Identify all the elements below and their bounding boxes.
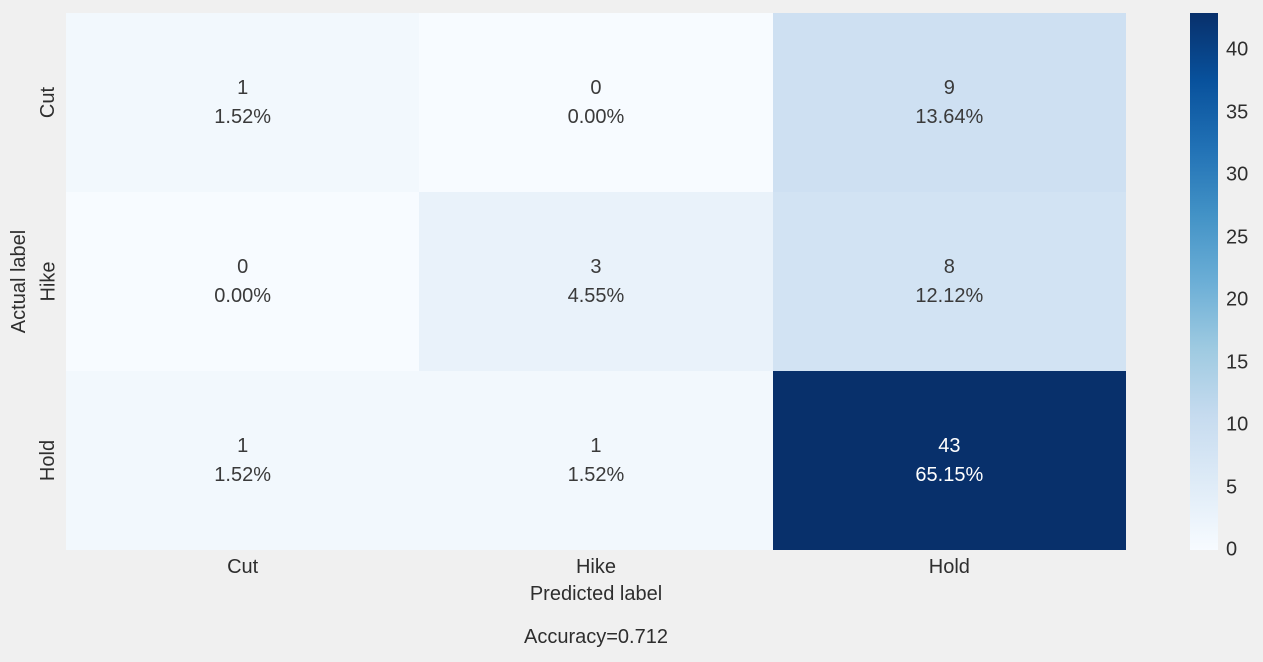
heatmap-cell-r0c0: 1 1.52% [66,13,420,192]
y-axis-label-text: Actual label [8,229,31,334]
cell-percent: 1.52% [214,463,272,486]
cell-count: 43 [938,434,961,457]
y-axis-label: Actual label [6,13,34,550]
colorbar-tick: 15 [1226,351,1249,374]
heatmap-cell-r1c0: 0 0.00% [66,192,420,371]
x-tick-labels: Cut Hike Hold [66,556,1126,579]
colorbar [1190,13,1218,550]
x-tick-hike: Hike [575,556,616,578]
x-axis-label: Predicted label [529,583,663,605]
cell-count: 0 [590,76,602,99]
cell-count: 1 [237,76,249,99]
cell-percent: 0.00% [567,105,625,128]
cell-count: 3 [590,255,602,278]
y-tick-hike: Hike [37,261,60,302]
cell-percent: 0.00% [214,284,272,307]
cell-percent: 13.64% [915,105,984,128]
y-tick-hold: Hold [37,439,60,482]
heatmap-cell-r2c0: 1 1.52% [66,371,420,550]
colorbar-tick: 20 [1226,288,1249,311]
colorbar-tick: 10 [1226,413,1249,436]
cell-percent: 1.52% [567,463,625,486]
heatmap-cell-r2c2: 43 65.15% [772,371,1126,550]
colorbar-tick: 5 [1226,476,1238,499]
colorbar-tick: 0 [1226,538,1238,561]
cell-percent: 1.52% [214,105,272,128]
cell-percent: 4.55% [567,284,625,307]
cell-count: 1 [237,434,249,457]
x-tick-hold: Hold [928,556,970,578]
cell-count: 9 [943,76,955,99]
colorbar-tick-labels: 0 5 10 15 20 25 30 35 40 [1226,13,1262,561]
colorbar-tick: 30 [1226,163,1249,186]
heatmap-cell-r2c1: 1 1.52% [419,371,773,550]
colorbar-tick: 25 [1226,226,1249,249]
cell-count: 8 [943,255,955,278]
heatmap: 1 1.52% 0 0.00% 9 13.64% 0 0.00% 3 4.55%… [66,13,1126,550]
heatmap-cell-r0c2: 9 13.64% [772,13,1126,192]
colorbar-tick: 40 [1226,38,1249,61]
y-tick-labels: Cut Hike Hold [36,13,62,550]
accuracy-annotation: Accuracy=0.712 [524,626,668,648]
y-tick-cut: Cut [37,86,60,119]
x-tick-cut: Cut [227,556,259,578]
heatmap-cell-r1c1: 3 4.55% [419,192,773,371]
heatmap-cell-r0c1: 0 0.00% [419,13,773,192]
cell-count: 0 [237,255,249,278]
cell-percent: 65.15% [915,463,984,486]
cell-percent: 12.12% [915,284,984,307]
cell-count: 1 [590,434,602,457]
heatmap-cell-r1c2: 8 12.12% [772,192,1126,371]
colorbar-tick: 35 [1226,101,1249,124]
